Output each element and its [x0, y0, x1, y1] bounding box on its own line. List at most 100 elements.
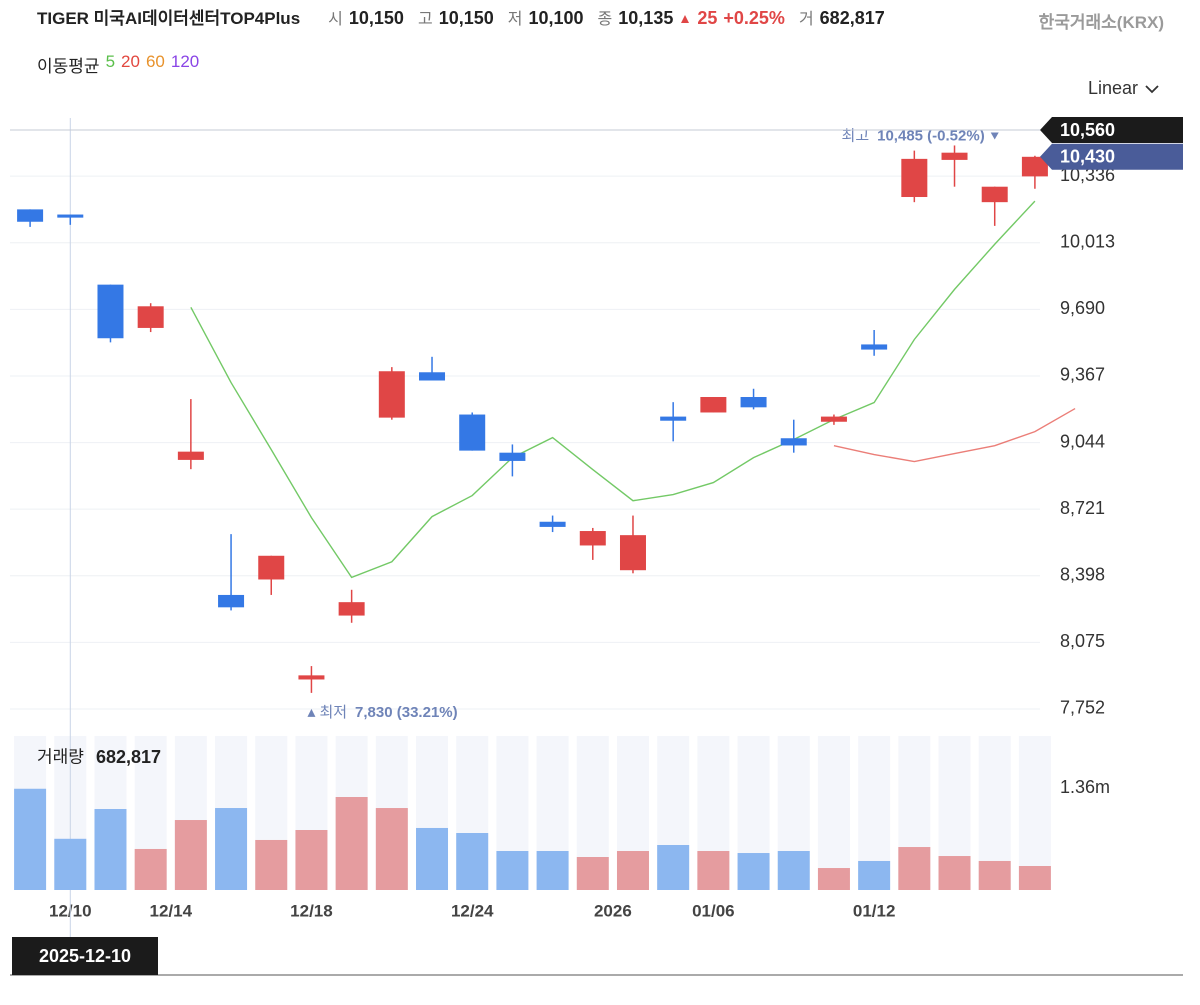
quote-value: 682,817 — [819, 8, 885, 28]
price-tag-label: 10,560 — [1060, 120, 1115, 140]
volume-bar — [858, 860, 891, 890]
scale-label: Linear — [1087, 78, 1138, 98]
quote-label: 거 — [798, 11, 814, 28]
low-marker — [307, 708, 316, 717]
volume-tick-label: 1.36m — [1060, 777, 1110, 797]
quote-value: 10,135 — [618, 8, 674, 28]
quote-value: 10,100 — [528, 8, 584, 28]
x-tick-label: 2026 — [594, 901, 632, 920]
y-tick-label: 8,721 — [1060, 498, 1105, 518]
volume-bar — [174, 820, 207, 890]
candle-body — [660, 416, 687, 421]
candle-body — [298, 675, 325, 680]
volume-bar — [978, 860, 1011, 890]
low-annotation: 최저 7,830 (33.21%) — [319, 704, 457, 721]
volume-bg — [817, 736, 850, 890]
low-prefix: 최저 — [319, 704, 347, 721]
volume-bar — [416, 827, 449, 890]
volume-bg — [1018, 736, 1051, 890]
candle-body — [901, 158, 928, 198]
ma-line — [190, 200, 1036, 579]
candle-body — [218, 594, 245, 608]
volume-bar — [616, 851, 649, 890]
volume-bar — [576, 857, 609, 890]
volume-bar — [14, 788, 47, 890]
volume-readout: 682,817 — [96, 747, 161, 767]
x-tick-label: 12/18 — [290, 901, 333, 920]
candle-body — [177, 451, 204, 460]
candle-body — [780, 438, 807, 446]
high-marker — [990, 132, 999, 140]
volume-bar — [1018, 866, 1051, 890]
candle-body — [499, 452, 526, 461]
ma-legend-item: 5 — [105, 52, 116, 71]
volume-bar — [94, 809, 127, 890]
volume-bar — [657, 845, 690, 890]
x-tick-label: 01/06 — [692, 901, 735, 920]
candle-body — [740, 397, 767, 408]
candle-body — [539, 521, 566, 527]
y-tick-label: 9,044 — [1060, 431, 1105, 451]
change-pct: +0.25% — [723, 8, 785, 28]
candle-body — [258, 555, 285, 580]
price-tag-label: 10,430 — [1060, 147, 1115, 167]
ma-legend-item: 20 — [121, 52, 140, 71]
y-tick-label: 9,367 — [1060, 365, 1105, 385]
ma-legend: 이동평균 5 20 60 120 — [37, 52, 199, 77]
x-tick-label: 12/14 — [149, 901, 192, 920]
y-tick-label: 7,752 — [1060, 698, 1105, 718]
volume-bar — [898, 847, 931, 890]
quote-label: 고 — [417, 11, 433, 28]
quote-label: 시 — [328, 11, 343, 28]
quote-label: 저 — [507, 11, 523, 28]
chevron-icon — [1145, 84, 1159, 93]
volume-bar — [54, 838, 87, 890]
candle-body — [820, 416, 847, 422]
volume-bar — [817, 868, 850, 890]
quote-label: 종 — [597, 11, 613, 28]
price-tag — [1040, 143, 1183, 170]
volume-bar — [697, 851, 730, 890]
candle-body — [1021, 156, 1048, 177]
date-tag — [12, 937, 158, 975]
ma-legend-title: 이동평균 — [37, 57, 100, 76]
high-label: 10,485 (-0.52%) — [877, 127, 985, 144]
ma-legend-item: 120 — [170, 52, 200, 71]
candle-body — [459, 414, 486, 451]
ma-line — [833, 407, 1076, 463]
exchange: 한국거래소(KRX) — [1038, 13, 1164, 32]
volume-bar — [134, 848, 167, 890]
date-tag-label: 2025-12-10 — [39, 946, 131, 966]
x-tick-label: 01/12 — [853, 901, 896, 920]
candle-body — [700, 397, 727, 413]
low-label: 7,830 (33.21%) — [355, 704, 458, 721]
y-tick-label: 10,336 — [1060, 165, 1115, 185]
change: 25 — [697, 8, 718, 28]
y-tick-label: 9,690 — [1060, 298, 1105, 318]
candle-body — [17, 209, 44, 222]
scale-dropdown[interactable]: Linear — [1088, 78, 1160, 99]
volume-bar — [215, 808, 248, 890]
candle-body — [137, 306, 164, 328]
volume-bar — [255, 839, 288, 890]
volume-bar — [737, 853, 770, 890]
candle-body — [378, 371, 405, 418]
candle-body — [97, 284, 124, 339]
volume-bar — [295, 830, 328, 890]
volume-bar — [536, 851, 569, 890]
y-tick-label: 8,075 — [1060, 631, 1105, 651]
volume-title: 거래량 — [37, 747, 84, 766]
volume-bar — [777, 851, 810, 890]
quote-value: 10,150 — [348, 8, 404, 28]
candle-body — [579, 531, 606, 546]
candle-body — [619, 535, 646, 571]
quote-header: TIGER 미국AI데이터센터TOP4Plus 시 10,150 고 10,150 저 1… — [37, 4, 885, 32]
volume-bar — [335, 797, 368, 890]
high-prefix: 최고 — [842, 127, 870, 144]
ma-legend-item: 60 — [145, 52, 165, 71]
instrument-name: TIGER 미국AI데이터센터TOP4Plus — [37, 9, 301, 28]
volume-bar — [496, 851, 529, 890]
candle-body — [981, 186, 1008, 203]
